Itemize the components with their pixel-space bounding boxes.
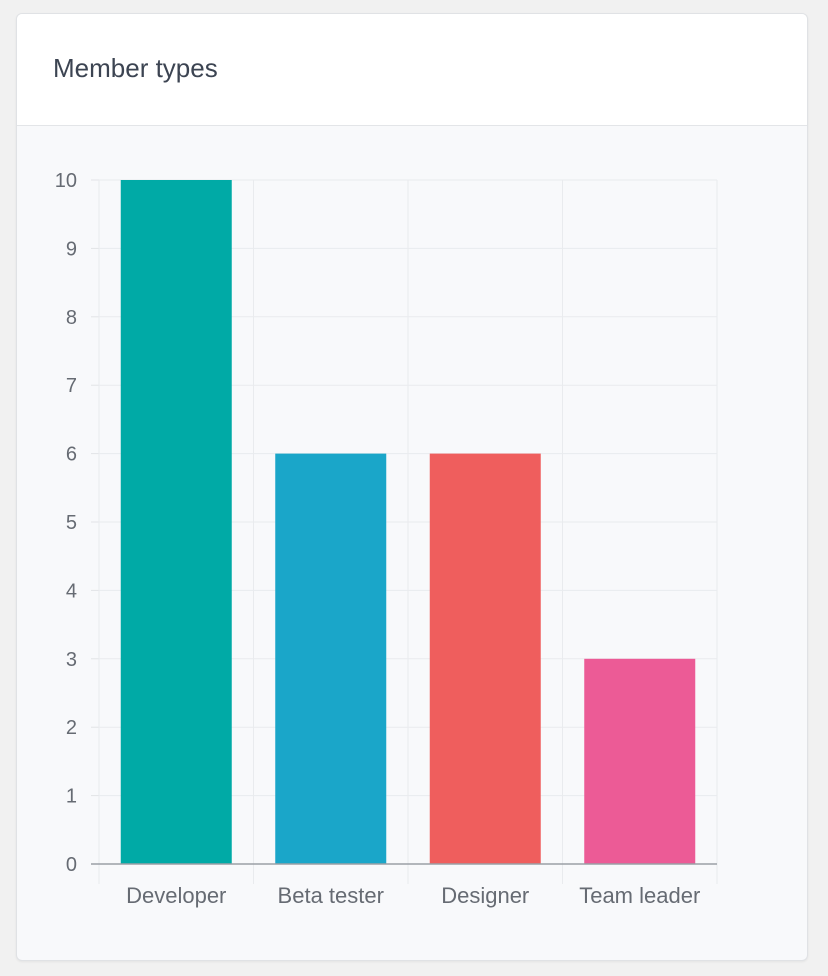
- y-tick-label: 0: [66, 854, 77, 876]
- y-tick-label: 6: [66, 444, 77, 466]
- bar-beta-tester: [275, 453, 387, 864]
- bar-team-leader: [584, 658, 696, 864]
- bar-chart: 0 1 2 3 4 5 6 7 8 9 10 Developer Beta tester Designer…: [55, 170, 718, 908]
- bar-developer: [120, 180, 232, 864]
- y-tick-label: 7: [66, 375, 77, 397]
- y-tick-label: 2: [66, 717, 77, 739]
- card-header: Member types: [17, 14, 807, 126]
- chart-area: 0 1 2 3 4 5 6 7 8 9 10 Developer Beta tester Designer…: [17, 126, 807, 960]
- y-tick-label: 3: [66, 649, 77, 671]
- y-tick-label: 8: [66, 307, 77, 329]
- card-title: Member types: [53, 53, 218, 83]
- y-tick-label: 10: [55, 170, 77, 192]
- y-tick-label: 1: [66, 786, 77, 808]
- y-tick-label: 9: [66, 238, 77, 260]
- member-types-card: Member types 0 1 2 3 4 5 6 7 8 9 10 Developer Beta t…: [16, 13, 808, 961]
- bar-designer: [429, 453, 541, 864]
- y-tick-label: 5: [66, 512, 77, 534]
- x-tick-label: Team leader: [579, 883, 700, 908]
- x-tick-label: Designer: [441, 883, 529, 908]
- x-tick-label: Developer: [126, 883, 226, 908]
- x-tick-label: Beta tester: [278, 883, 384, 908]
- y-tick-label: 4: [66, 580, 77, 602]
